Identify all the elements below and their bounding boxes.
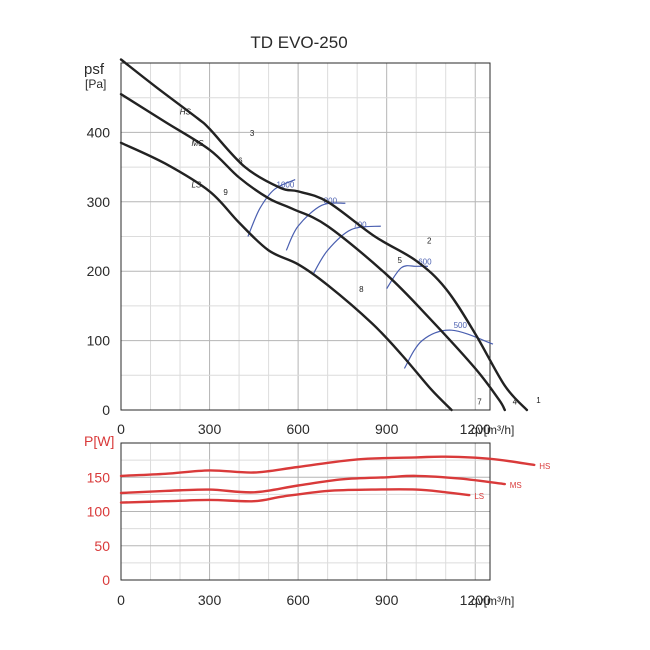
rpm-curve: [403, 329, 494, 369]
operating-point-label: 4: [513, 397, 518, 406]
power-x-tick-label: 600: [286, 592, 310, 608]
operating-point-label: 3: [250, 129, 255, 138]
pressure-y-ticks: 0 100 200 300 400: [87, 124, 111, 418]
operating-point-label: 5: [398, 256, 403, 265]
pressure-series-label: HS: [180, 108, 192, 117]
rpm-curve-label: 800: [324, 196, 338, 205]
chart-title: TD EVO-250: [250, 33, 347, 52]
power-y-tick-label: 100: [87, 504, 111, 520]
pressure-x-ticks: 0 300 600 900 1200: [117, 421, 491, 437]
pressure-series-line: [119, 58, 529, 412]
power-curve-labels: HS MS LS: [474, 462, 550, 501]
rpm-curve-label: 1000: [277, 180, 295, 189]
curve-labels: HS MS LS: [180, 108, 204, 190]
power-x-ticks: 0 300 600 900 1200: [117, 592, 491, 608]
pressure-series: [119, 58, 529, 412]
pressure-y-tick-label: 0: [102, 402, 110, 418]
power-y-ticks: 0 50 100 150: [87, 469, 111, 588]
pressure-series-line: [119, 93, 506, 412]
pressure-series-line: [119, 141, 453, 412]
pressure-y-tick-label: 200: [87, 263, 111, 279]
operating-point-label: 8: [359, 285, 364, 294]
power-grid: [120, 442, 490, 581]
pressure-plot-frame: [120, 62, 491, 411]
pressure-x-tick-label: 0: [117, 421, 125, 437]
pressure-x-tick-label: 1200: [460, 421, 491, 437]
power-series-label: MS: [510, 481, 522, 490]
power-x-axis-label: qv[m³/h]: [471, 594, 514, 608]
rpm-curve-label: 600: [418, 257, 432, 266]
pressure-x-tick-label: 600: [286, 421, 310, 437]
pressure-y-tick-label: 400: [87, 124, 111, 140]
pressure-series-label: LS: [192, 180, 202, 189]
rpm-curve: [285, 202, 346, 251]
power-x-tick-label: 1200: [460, 592, 491, 608]
rpm-curve-label: 500: [454, 321, 468, 330]
power-y-tick-label: 50: [94, 538, 110, 554]
rpm-curve: [386, 265, 429, 289]
power-series-line: [119, 455, 536, 478]
operating-point-label: 2: [427, 236, 432, 245]
pressure-y-axis-label: psf: [84, 61, 105, 78]
power-x-tick-label: 900: [375, 592, 399, 608]
power-series-label: LS: [474, 492, 484, 501]
power-x-tick-label: 0: [117, 592, 125, 608]
pressure-x-tick-label: 900: [375, 421, 399, 437]
power-x-tick-label: 300: [198, 592, 222, 608]
pressure-y-axis-label-text: psf: [84, 61, 105, 78]
power-y-tick-label: 150: [87, 469, 111, 485]
operating-point-label: 9: [223, 188, 228, 197]
pressure-y-axis-unit: [Pa]: [85, 77, 106, 91]
operating-point-label: 1: [536, 396, 541, 405]
power-chart: 0 50 100 150 0 300 600 900 1200 HS MS LS P[W] qv[…: [84, 433, 550, 608]
power-series: [119, 455, 536, 504]
pressure-y-tick-label: 300: [87, 194, 111, 210]
pressure-x-axis-label: qv[m³/h]: [471, 423, 514, 437]
pressure-grid: [120, 62, 490, 411]
power-y-axis-label: P[W]: [84, 433, 114, 449]
power-series-label: HS: [539, 462, 550, 471]
operating-point-labels: 1 2 3 4 5 6 7 8 9: [223, 129, 541, 407]
power-y-tick-label: 0: [102, 572, 110, 588]
pressure-x-tick-label: 300: [198, 421, 222, 437]
pressure-series-label: MS: [192, 139, 205, 148]
pressure-y-tick-label: 100: [87, 333, 111, 349]
operating-point-label: 7: [477, 397, 482, 406]
power-plot-frame: [120, 442, 491, 581]
pressure-chart: 0 100 200 300 400 0 300 600 900 1200 1000 800 7 00 6…: [84, 58, 541, 437]
operating-point-label: 6: [238, 157, 243, 166]
power-series-line: [119, 474, 506, 495]
power-series-line: [119, 488, 471, 504]
rpm-curve: [312, 225, 381, 276]
